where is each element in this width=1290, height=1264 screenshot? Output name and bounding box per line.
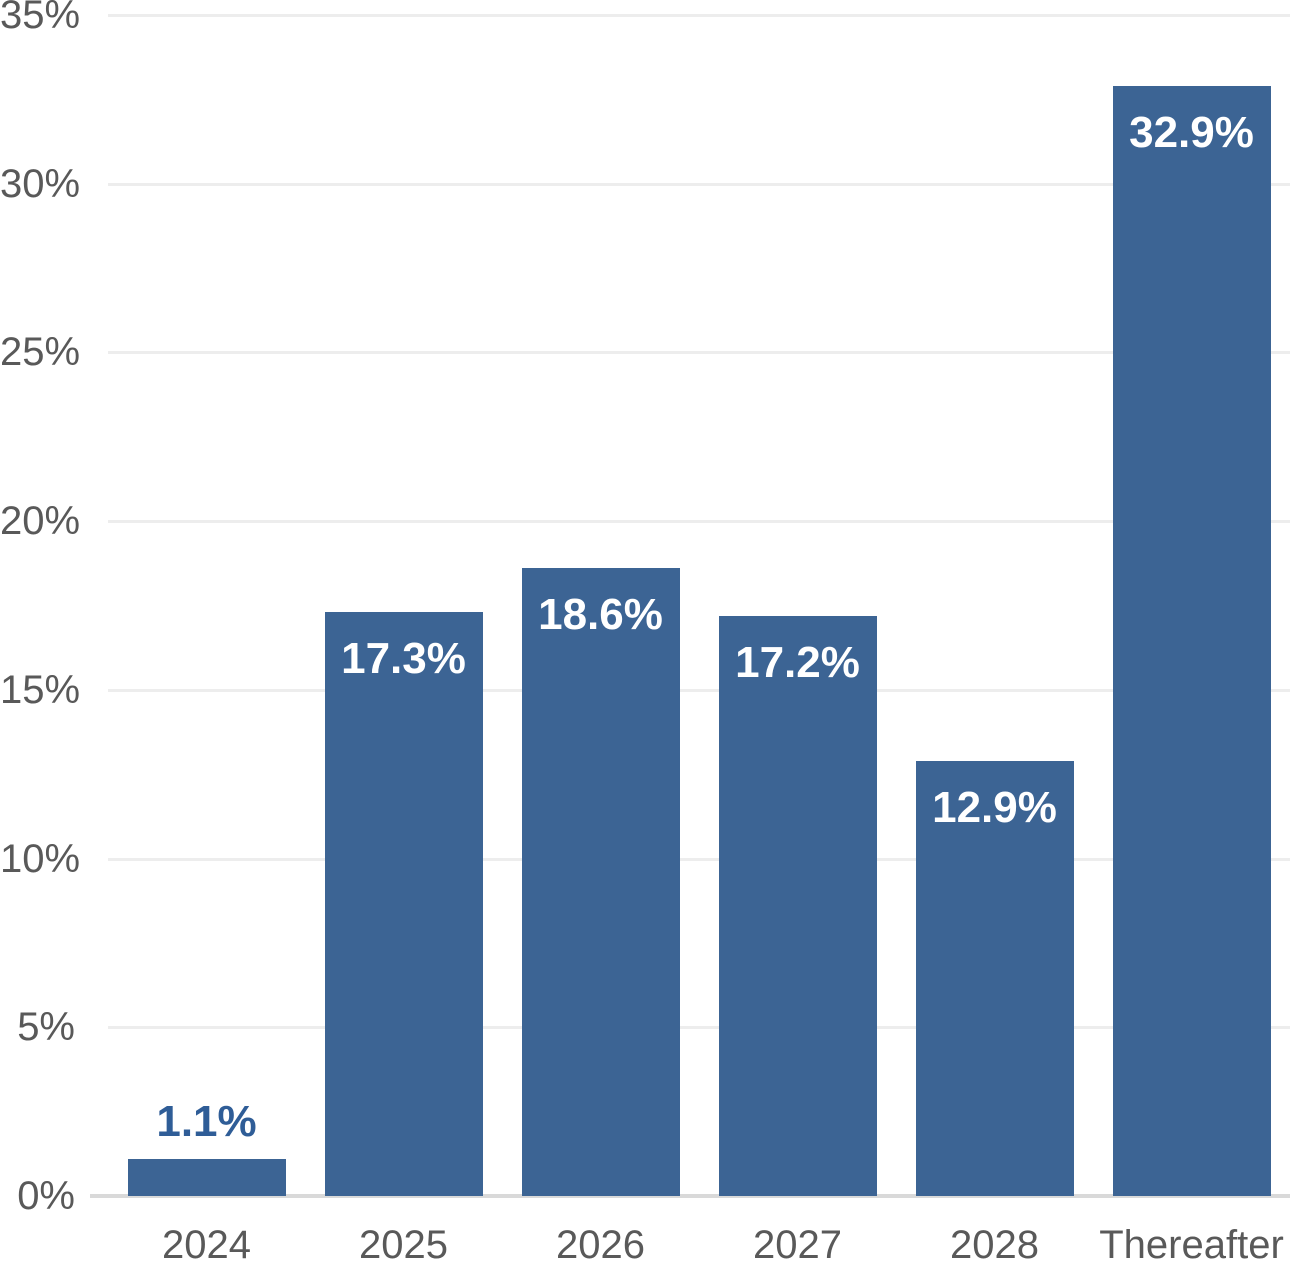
y-tick-label: 15% bbox=[0, 667, 81, 712]
bar-2028 bbox=[915, 760, 1074, 1196]
x-tick-label-2024: 2024 bbox=[162, 1223, 251, 1264]
data-label-2028: 12.9% bbox=[932, 782, 1057, 832]
data-label-2024: 1.1% bbox=[156, 1096, 257, 1146]
gridline bbox=[108, 688, 1290, 692]
gridline bbox=[108, 1026, 1290, 1030]
bar-2027 bbox=[718, 615, 877, 1196]
data-label-2025: 17.3% bbox=[341, 634, 466, 684]
x-tick-label-2025: 2025 bbox=[359, 1223, 448, 1264]
x-tick-label-2028: 2028 bbox=[950, 1223, 1039, 1264]
gridline bbox=[108, 14, 1290, 17]
gridline bbox=[108, 857, 1290, 861]
y-tick-label: 35% bbox=[0, 0, 81, 37]
y-tick-label: 25% bbox=[0, 330, 81, 375]
x-axis-line bbox=[90, 1194, 1290, 1198]
data-label-thereafter: 32.9% bbox=[1129, 107, 1254, 157]
gridline bbox=[108, 520, 1290, 524]
y-tick-label: 30% bbox=[0, 161, 81, 206]
bar-2024 bbox=[127, 1158, 286, 1196]
bar-thereafter bbox=[1112, 85, 1271, 1196]
y-tick-label: 10% bbox=[0, 836, 81, 881]
gridline bbox=[108, 351, 1290, 355]
x-tick-label-thereafter: Thereafter bbox=[1099, 1223, 1284, 1264]
x-tick-label-2026: 2026 bbox=[556, 1223, 645, 1264]
y-tick-label: 20% bbox=[0, 499, 81, 544]
data-label-2026: 18.6% bbox=[538, 590, 663, 640]
bar-2026 bbox=[521, 568, 680, 1196]
bar-2025 bbox=[324, 612, 483, 1196]
x-tick-label-2027: 2027 bbox=[753, 1223, 842, 1264]
data-label-2027: 17.2% bbox=[735, 637, 860, 687]
y-tick-label: 5% bbox=[17, 1005, 75, 1050]
gridline bbox=[108, 182, 1290, 186]
y-tick-label: 0% bbox=[17, 1174, 75, 1218]
